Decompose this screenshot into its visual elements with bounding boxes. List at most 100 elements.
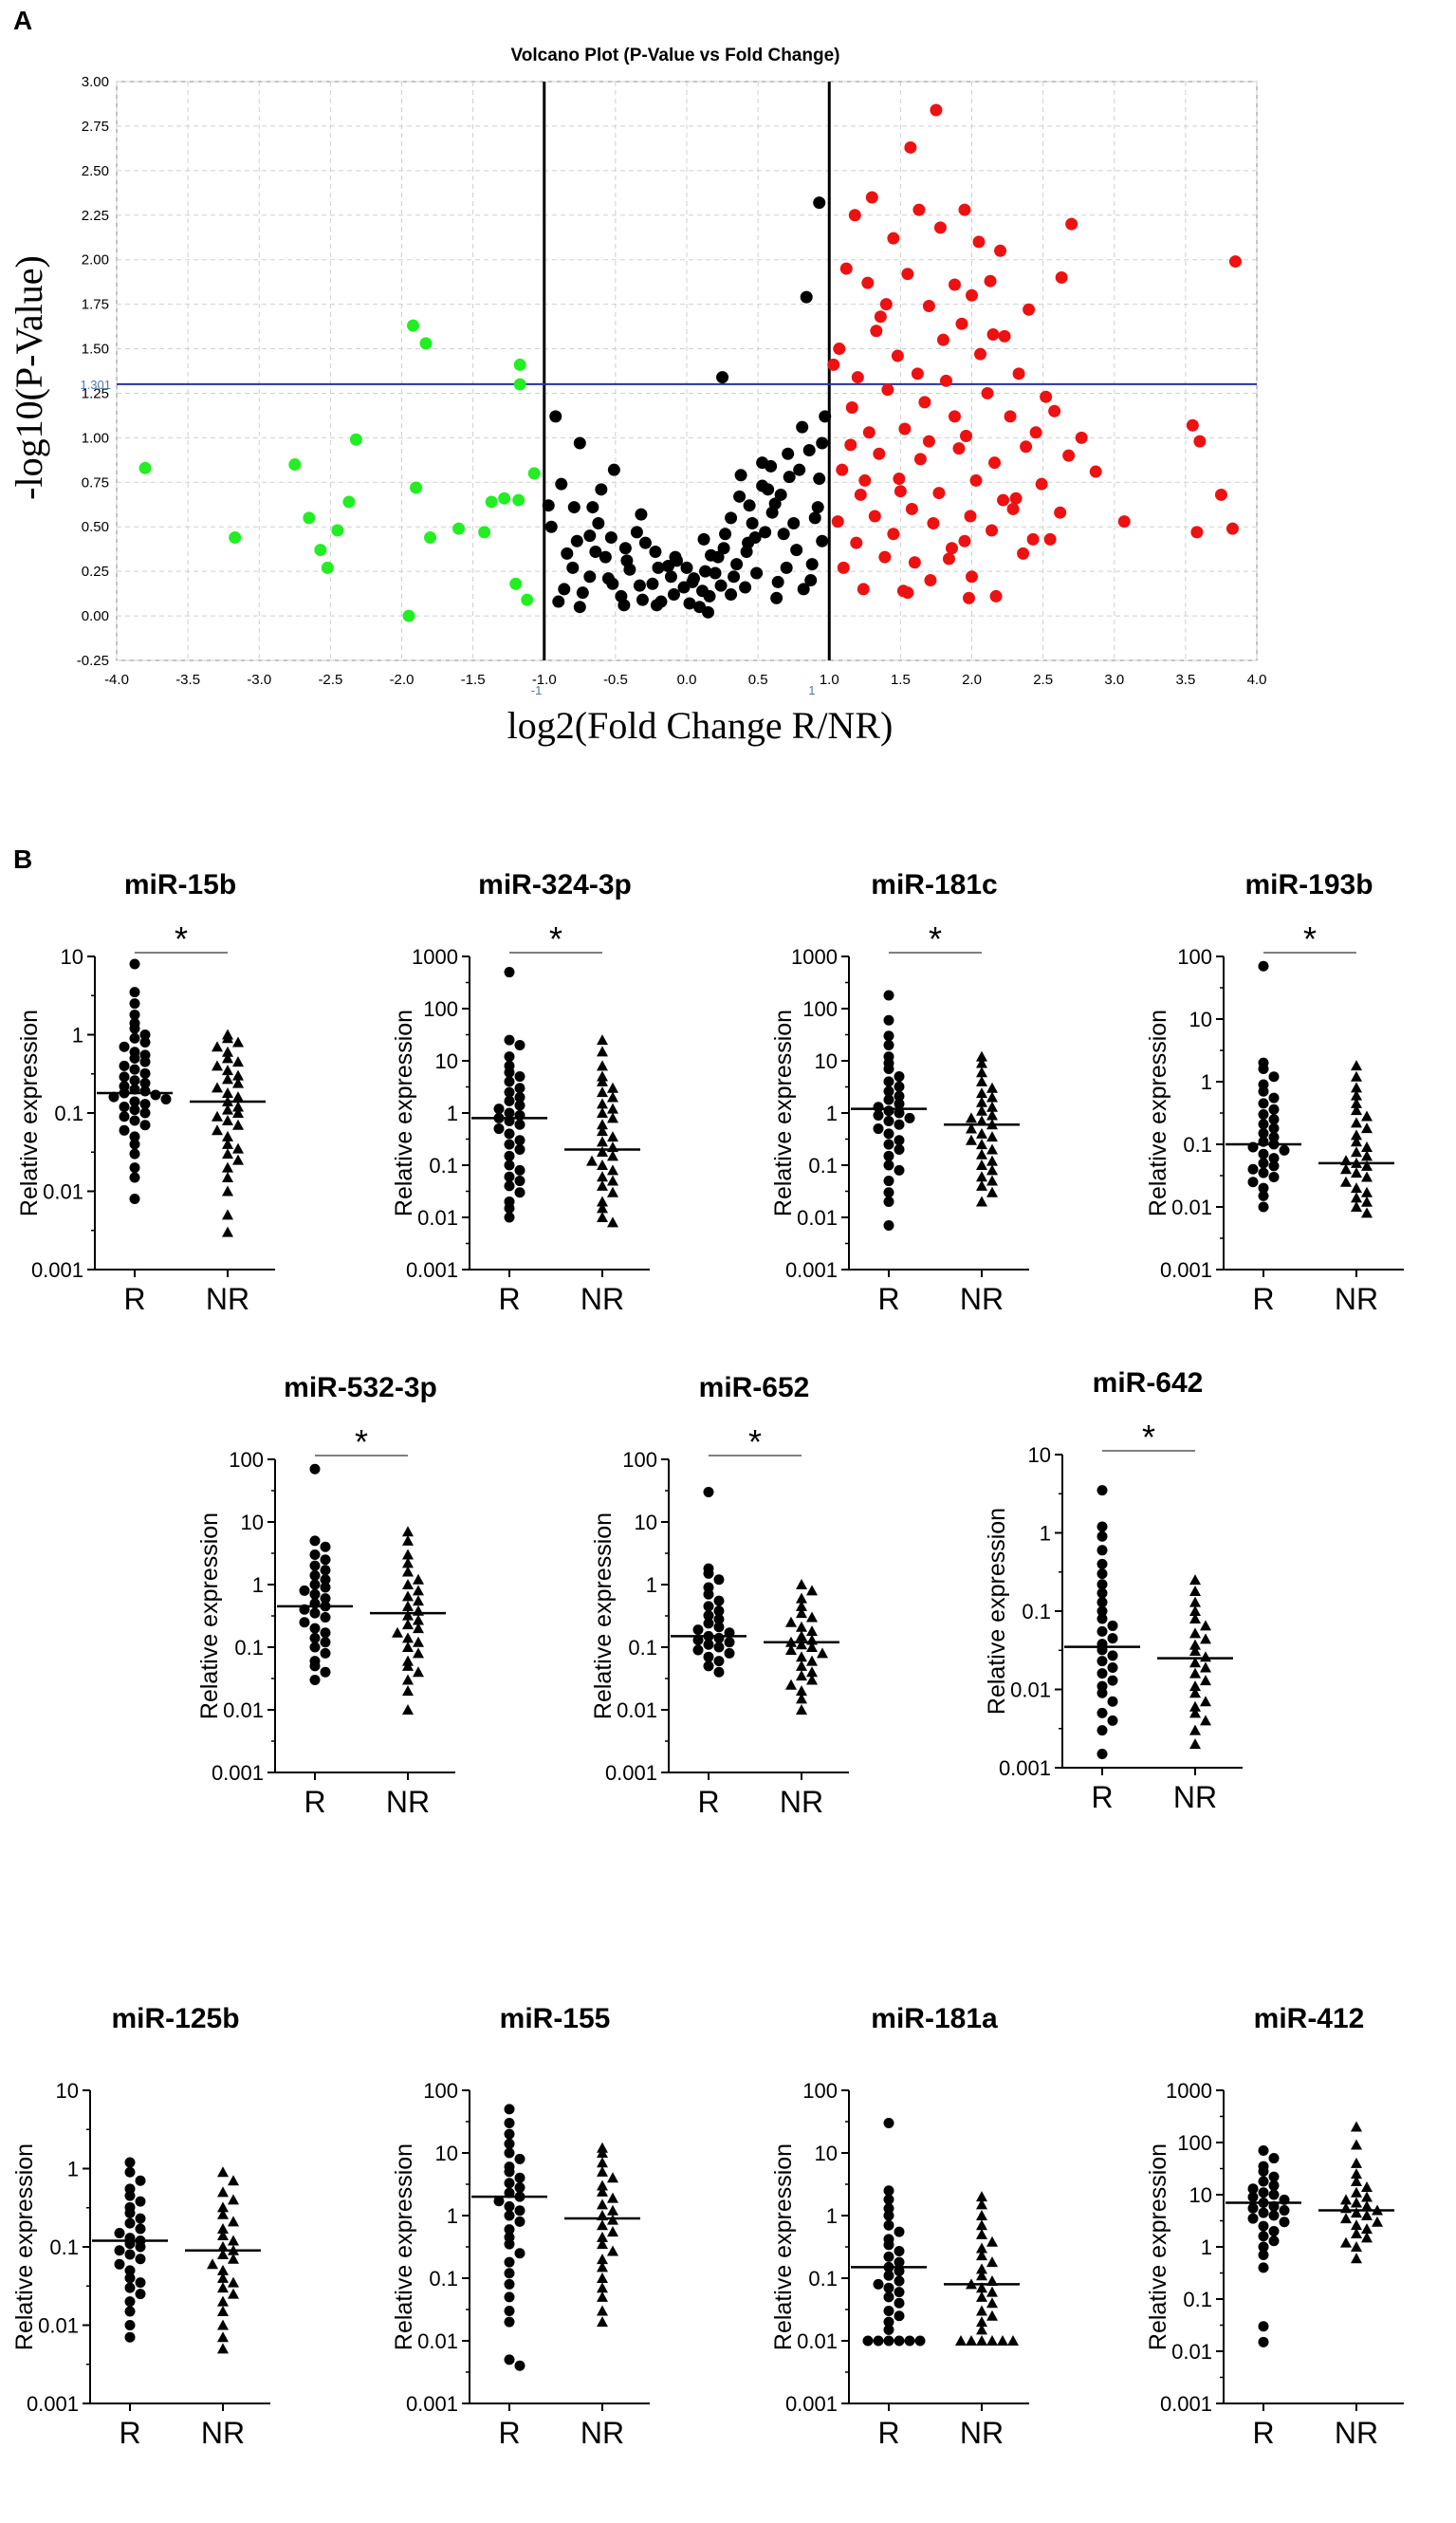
data-point-nr [597, 1159, 608, 1170]
data-point-nr [402, 1632, 414, 1643]
data-point-r [1268, 2210, 1280, 2221]
data-point [969, 473, 983, 487]
data-point-nr [1189, 1605, 1201, 1616]
data-point-r [309, 1642, 321, 1653]
data-point-r [1247, 2192, 1259, 2203]
data-point [630, 526, 643, 539]
data-point-nr [986, 1175, 998, 1186]
data-point-r [514, 2172, 525, 2183]
data-point-r [504, 1067, 515, 1078]
data-point [705, 548, 718, 562]
data-point-r [894, 1098, 905, 1109]
data-point-nr [966, 1112, 977, 1123]
data-point-nr [607, 2204, 618, 2216]
x-tick-label: -1.5 [461, 672, 486, 688]
data-point [1020, 440, 1033, 454]
data-point-r [514, 2205, 525, 2217]
data-point-nr [976, 1096, 987, 1107]
data-point-r [124, 2217, 136, 2229]
data-point-nr [597, 1145, 608, 1157]
category-label-r: R [304, 1785, 325, 1819]
y-tick-label: 0.01 [1171, 2340, 1212, 2364]
data-point [805, 558, 819, 571]
data-point [922, 435, 935, 448]
data-point-nr [413, 1623, 424, 1634]
data-point-nr [1351, 2121, 1362, 2132]
data-point [858, 473, 872, 487]
data-point-nr [222, 1161, 233, 1173]
data-point-r [1258, 2250, 1269, 2261]
y-tick-label: 1.75 [82, 297, 109, 313]
data-point-nr [597, 2147, 608, 2158]
data-point-r [309, 1660, 321, 1672]
data-point-r [514, 1083, 525, 1094]
y-tick-label: 1000 [1166, 2079, 1212, 2103]
y-tick-label: 0.001 [31, 1258, 83, 1282]
data-point-nr [597, 1034, 608, 1046]
data-point-r [1097, 1545, 1108, 1556]
data-point-r [493, 1104, 505, 1115]
data-point [654, 595, 668, 608]
y-axis-label: Relative expression [391, 2143, 417, 2350]
data-point [485, 495, 498, 509]
chart-mir-15b: miR-15b Relative expression 0.001 0.01 0.1 1 1… [16, 869, 275, 1316]
data-point-nr [222, 1138, 233, 1149]
data-point-nr [986, 2335, 998, 2346]
data-point-nr [976, 2305, 987, 2316]
data-point-nr [1361, 1159, 1373, 1171]
data-point-nr [607, 2172, 618, 2183]
data-point [998, 329, 1011, 343]
data-point-r [1268, 1104, 1280, 1115]
data-point [342, 495, 356, 509]
data-point-r [1268, 1131, 1280, 1142]
data-point-r [692, 1634, 704, 1645]
data-point-r [504, 2128, 515, 2140]
data-point [770, 591, 783, 604]
chart-mir-155: miR-155 Relative expression 0.001 0.01 0.1 1 1… [391, 2003, 650, 2450]
chart-title: miR-193b [1244, 869, 1373, 900]
data-point-nr [597, 2291, 608, 2302]
y-tick-label: 0.001 [605, 1761, 657, 1785]
data-point-r [703, 1660, 714, 1672]
data-point-r [894, 2310, 905, 2322]
data-point-r [1258, 1127, 1269, 1139]
data-point-nr [796, 1579, 807, 1589]
panel-label-a: A [13, 6, 33, 35]
data-point-nr [806, 1666, 818, 1678]
data-point-r [862, 2335, 874, 2347]
data-point-nr [232, 1056, 244, 1067]
data-point [1089, 465, 1102, 478]
data-point [498, 492, 511, 505]
data-point-nr [222, 1065, 233, 1076]
data-point-nr [986, 1109, 998, 1121]
data-point-r [914, 2335, 926, 2347]
data-point-r [129, 1148, 140, 1159]
data-point [734, 469, 747, 482]
data-point-nr [1351, 1060, 1362, 1071]
category-label-nr: NR [1335, 1282, 1378, 1316]
data-point-r [514, 1187, 525, 1198]
chart-title: miR-155 [500, 2003, 611, 2034]
data-point-nr [607, 1186, 618, 1197]
data-point-nr [217, 2343, 229, 2354]
data-point-r [114, 2258, 125, 2270]
x-tick-label: 0.0 [677, 672, 697, 688]
data-point-nr [232, 1091, 244, 1103]
data-point [898, 422, 912, 436]
data-point [948, 410, 961, 423]
data-point-nr [1340, 1176, 1352, 1187]
category-label-nr: NR [1173, 1780, 1217, 1814]
x-tick-label: 2.0 [962, 672, 982, 688]
data-point-nr [1340, 2194, 1352, 2205]
data-point-r [1107, 1675, 1118, 1686]
data-point [966, 570, 978, 584]
data-point-r [504, 2118, 515, 2129]
data-point-r [1258, 2262, 1269, 2273]
y-tick-label: 100 [802, 2079, 838, 2103]
data-point-nr [228, 2194, 239, 2205]
data-point-nr [392, 1626, 403, 1638]
data-point-r [904, 1112, 915, 1123]
y-axis-label: Relative expression [11, 2143, 38, 2350]
data-point-r [894, 1090, 905, 1102]
data-point [419, 337, 433, 350]
